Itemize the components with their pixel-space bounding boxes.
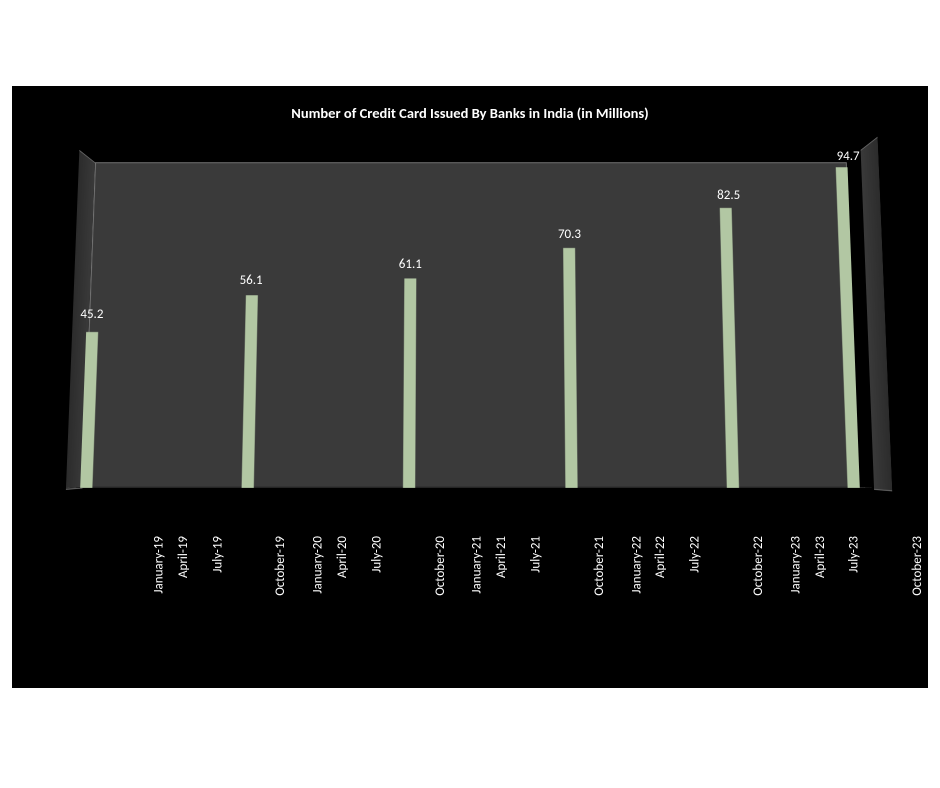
data-label: 45.2 [62,307,122,322]
bar-front [563,248,577,488]
x-axis-label: April-22 [653,536,668,578]
bar-front [242,296,258,488]
bar-front [836,167,860,488]
bar [719,207,738,487]
x-axis-label: January-21 [470,536,485,594]
bar [563,248,577,488]
scene-3d [44,150,896,529]
x-axis-label: October-21 [591,536,606,596]
x-axis-label: April-20 [335,536,350,578]
back-wall [83,162,860,487]
bar-front [403,279,416,488]
bar [80,332,98,488]
x-axis-label: January-23 [788,536,803,594]
bar [403,279,416,488]
x-axis-label: October-22 [751,536,766,596]
chart-container: Number of Credit Card Issued By Banks in… [12,86,928,688]
x-axis: January-19 April-19 July-19 October-19 Janua… [52,536,888,666]
data-label: 94.7 [818,149,878,164]
bar [836,167,860,488]
chart-title: Number of Credit Card Issued By Banks in… [12,104,928,122]
x-axis-label: January-22 [629,536,644,594]
bar-front [80,332,98,488]
bar-front [719,207,738,487]
x-axis-label: October-23 [910,536,925,596]
x-axis-label: July-21 [529,536,544,573]
plot-floor [66,487,874,488]
data-label: 70.3 [540,227,600,242]
bar-side [92,332,98,488]
data-label: 61.1 [380,257,440,272]
x-axis-label: October-19 [273,536,288,596]
x-axis-label: April-19 [176,536,191,578]
data-label: 56.1 [221,273,281,288]
x-axis-label: July-20 [369,536,384,573]
data-label: 82.5 [699,188,759,203]
x-axis-label: January-20 [311,536,326,594]
x-axis-label: January-19 [152,536,167,594]
x-axis-label: April-21 [494,536,509,578]
x-axis-label: April-23 [813,536,828,578]
side-wall-right [861,137,893,492]
plot-area: 45.2 56.1 61.1 70.3 82.5 94.7 [52,146,888,526]
x-axis-label: July-23 [847,536,862,573]
x-axis-label: July-22 [688,536,703,573]
bar [242,296,258,488]
x-axis-label: October-20 [432,536,447,596]
x-axis-label: July-19 [210,536,225,573]
